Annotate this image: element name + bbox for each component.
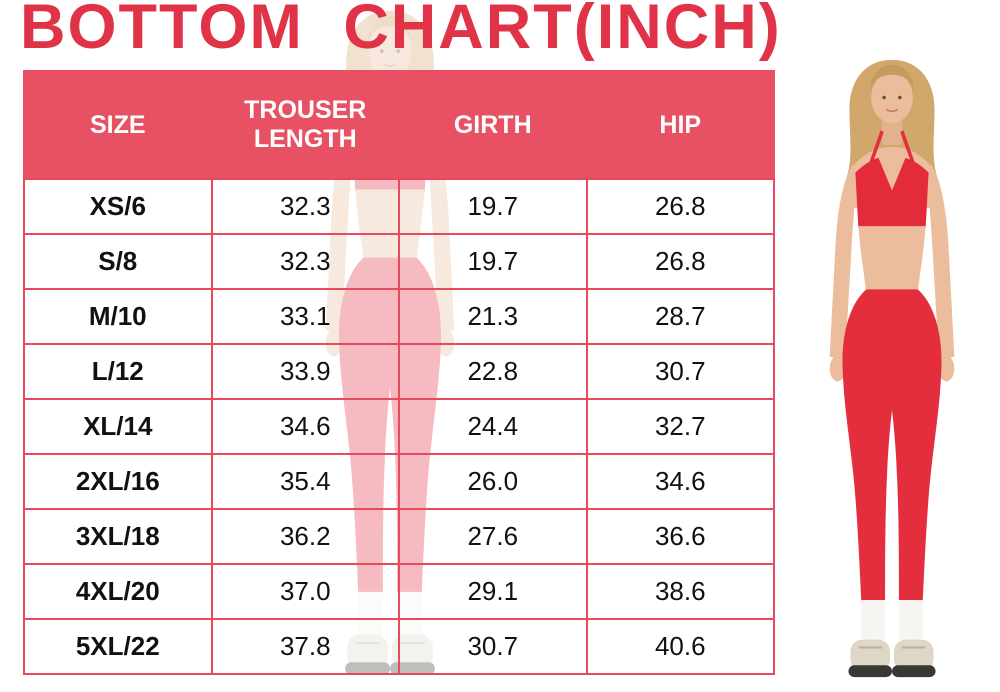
hip-cell: 34.6 xyxy=(585,453,775,510)
hip-cell: 30.7 xyxy=(585,343,775,400)
table-row: M/10 33.1 21.3 28.7 xyxy=(23,288,775,345)
size-cell: 4XL/20 xyxy=(23,563,213,620)
trouser-length-cell: 33.9 xyxy=(210,343,400,400)
trouser-length-cell: 34.6 xyxy=(210,398,400,455)
table-body: XS/6 32.3 19.7 26.8 S/8 32.3 19.7 26.8 M… xyxy=(23,178,775,675)
girth-cell: 21.3 xyxy=(398,288,588,345)
table-row: 4XL/20 37.0 29.1 38.6 xyxy=(23,563,775,620)
column-header-trouser-length: TROUSER LENGTH xyxy=(210,70,400,180)
column-header-size: SIZE xyxy=(23,70,213,180)
hip-cell: 40.6 xyxy=(585,618,775,675)
table-row: XL/14 34.6 24.4 32.7 xyxy=(23,398,775,455)
girth-cell: 24.4 xyxy=(398,398,588,455)
table-row: 2XL/16 35.4 26.0 34.6 xyxy=(23,453,775,510)
size-cell: 5XL/22 xyxy=(23,618,213,675)
hip-cell: 36.6 xyxy=(585,508,775,565)
table-row: 5XL/22 37.8 30.7 40.6 xyxy=(23,618,775,675)
hip-cell: 26.8 xyxy=(585,178,775,235)
table-header: SIZE TROUSER LENGTH GIRTH HIP xyxy=(23,70,775,180)
size-cell: S/8 xyxy=(23,233,213,290)
column-header-hip: HIP xyxy=(585,70,775,180)
table-row: L/12 33.9 22.8 30.7 xyxy=(23,343,775,400)
hip-cell: 32.7 xyxy=(585,398,775,455)
header-row: SIZE TROUSER LENGTH GIRTH HIP xyxy=(23,70,775,180)
girth-cell: 29.1 xyxy=(398,563,588,620)
size-cell: M/10 xyxy=(23,288,213,345)
trouser-length-cell: 32.3 xyxy=(210,233,400,290)
model-photo xyxy=(827,58,957,679)
hip-cell: 38.6 xyxy=(585,563,775,620)
size-cell: XS/6 xyxy=(23,178,213,235)
table-row: 3XL/18 36.2 27.6 36.6 xyxy=(23,508,775,565)
table-row: S/8 32.3 19.7 26.8 xyxy=(23,233,775,290)
trouser-length-cell: 32.3 xyxy=(210,178,400,235)
girth-cell: 30.7 xyxy=(398,618,588,675)
trouser-length-cell: 37.0 xyxy=(210,563,400,620)
trouser-length-cell: 33.1 xyxy=(210,288,400,345)
page-title: BOTTOM CHART(INCH) xyxy=(20,0,782,62)
size-cell: 3XL/18 xyxy=(23,508,213,565)
trouser-length-cell: 37.8 xyxy=(210,618,400,675)
trouser-length-cell: 36.2 xyxy=(210,508,400,565)
girth-cell: 19.7 xyxy=(398,178,588,235)
girth-cell: 22.8 xyxy=(398,343,588,400)
hip-cell: 26.8 xyxy=(585,233,775,290)
size-cell: L/12 xyxy=(23,343,213,400)
size-chart-table: SIZE TROUSER LENGTH GIRTH HIP XS/6 32.3 … xyxy=(23,70,775,675)
girth-cell: 26.0 xyxy=(398,453,588,510)
column-header-girth: GIRTH xyxy=(398,70,588,180)
table-row: XS/6 32.3 19.7 26.8 xyxy=(23,178,775,235)
girth-cell: 27.6 xyxy=(398,508,588,565)
size-cell: XL/14 xyxy=(23,398,213,455)
trouser-length-cell: 35.4 xyxy=(210,453,400,510)
girth-cell: 19.7 xyxy=(398,233,588,290)
size-cell: 2XL/16 xyxy=(23,453,213,510)
hip-cell: 28.7 xyxy=(585,288,775,345)
